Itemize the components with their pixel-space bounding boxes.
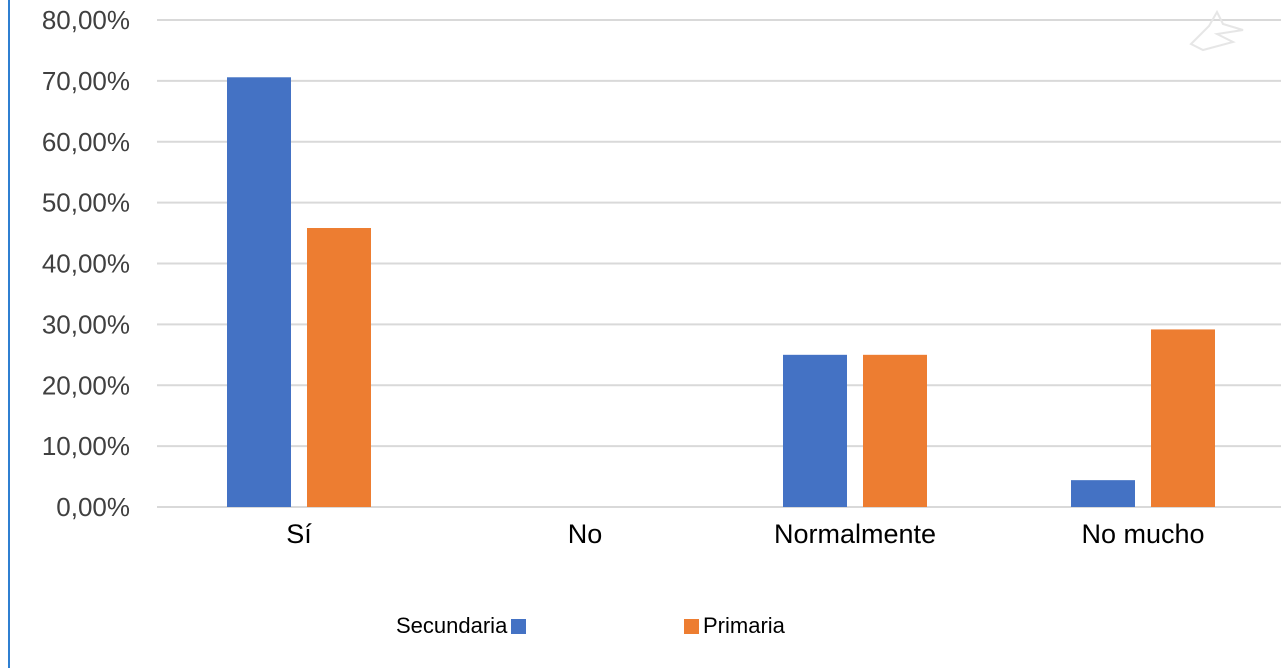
legend-label-secundaria: Secundaria <box>396 613 508 638</box>
y-axis-ticks: 0,00% 10,00% 20,00% 30,00% 40,00% 50,00% 60,00… <box>42 5 130 522</box>
y-tick-label: 50,00% <box>42 188 130 218</box>
legend-label-primaria: Primaria <box>703 613 785 638</box>
legend: Secundaria Primaria <box>0 613 1281 643</box>
y-tick-label: 30,00% <box>42 309 130 339</box>
y-tick-label: 0,00% <box>56 492 130 522</box>
category-label: No <box>568 519 603 549</box>
bar-secundaria-2 <box>783 354 847 507</box>
category-label: Normalmente <box>774 519 936 549</box>
bar-primaria-2 <box>863 354 927 507</box>
bar-secundaria-3 <box>1071 480 1135 507</box>
legend-swatch-primaria <box>684 618 699 634</box>
left-border-rule <box>8 0 10 668</box>
bar-chart: 0,00% 10,00% 20,00% 30,00% 40,00% 50,00% 60,00… <box>42 5 1281 549</box>
category-label: Sí <box>286 519 312 549</box>
legend-swatch-secundaria <box>511 618 527 634</box>
y-tick-label: 20,00% <box>42 370 130 400</box>
y-tick-label: 40,00% <box>42 249 130 279</box>
bar-primaria-3 <box>1151 329 1215 507</box>
x-axis-categories: Sí No Normalmente No mucho <box>286 519 1204 549</box>
y-tick-label: 80,00% <box>42 5 130 35</box>
bars <box>227 77 1215 507</box>
watermark-logo-icon <box>1189 9 1244 52</box>
y-tick-label: 10,00% <box>42 431 130 461</box>
legend-item-secundaria: Secundaria <box>396 613 527 639</box>
bar-secundaria-0 <box>227 77 291 507</box>
y-tick-label: 70,00% <box>42 66 130 96</box>
y-tick-label: 60,00% <box>42 127 130 157</box>
category-label: No mucho <box>1081 519 1204 549</box>
legend-item-primaria: Primaria <box>684 613 785 639</box>
bar-primaria-0 <box>307 228 371 507</box>
